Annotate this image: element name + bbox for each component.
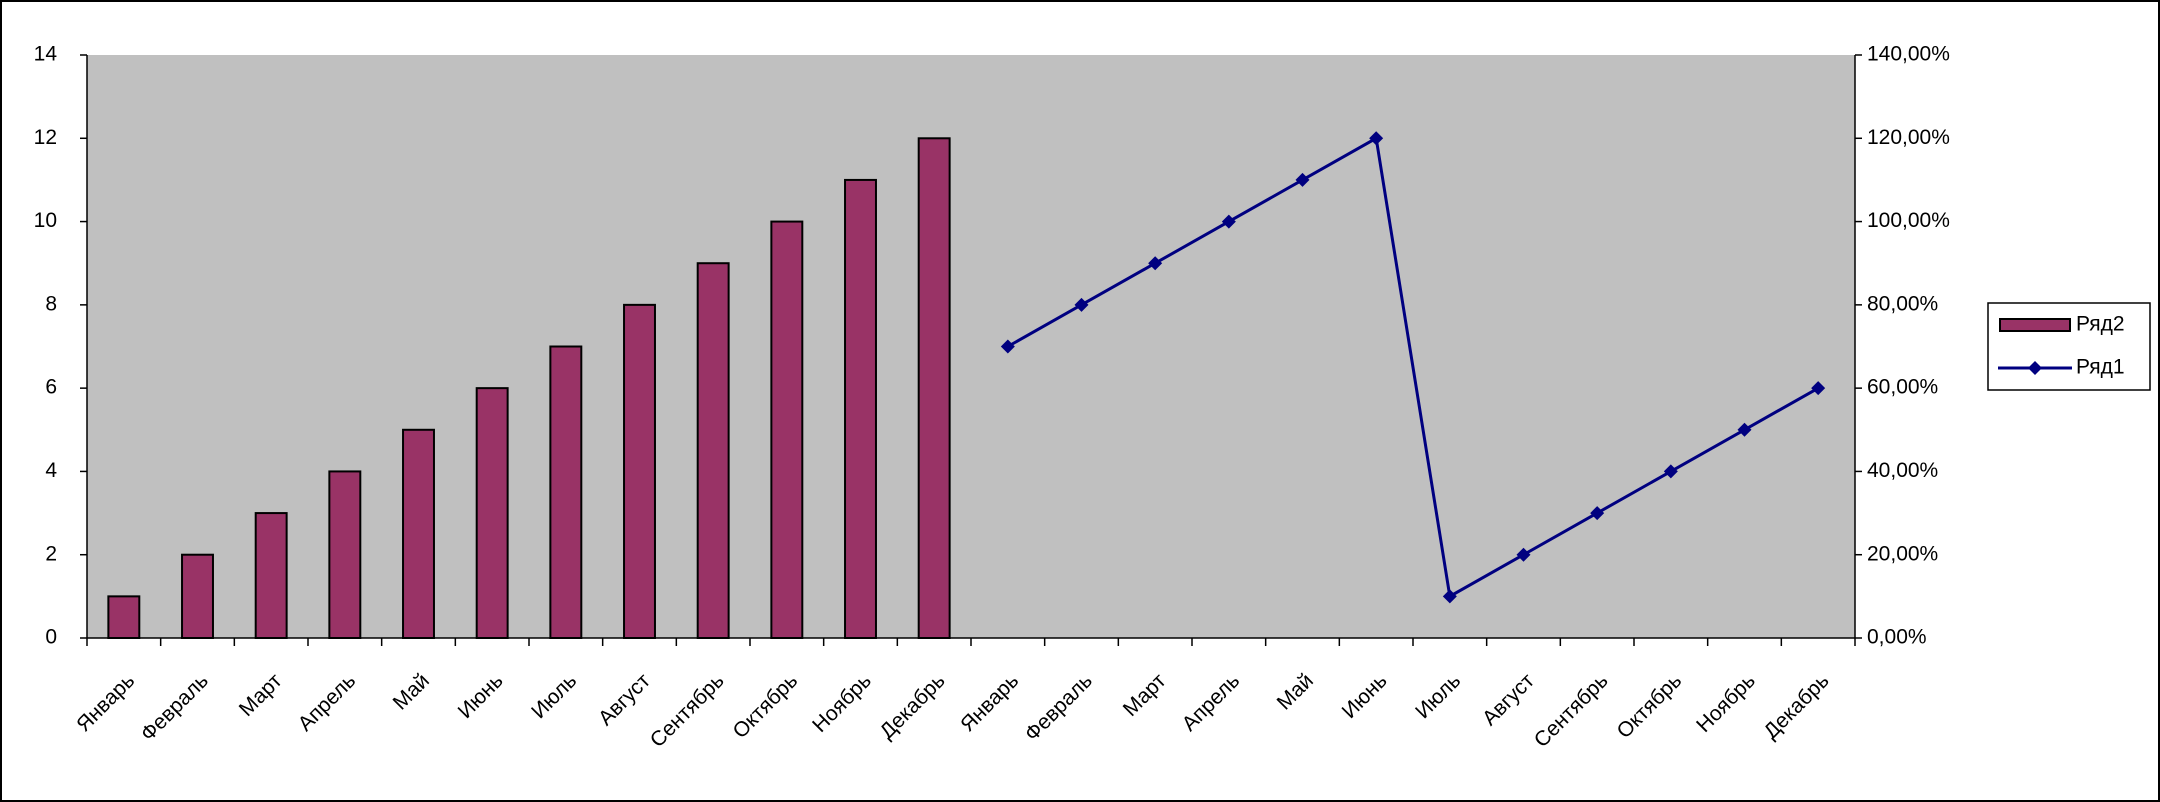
y2-tick-label: 60,00%	[1867, 376, 1938, 399]
y-tick-label: 12	[34, 126, 57, 149]
y2-tick-label: 120,00%	[1867, 126, 1950, 149]
y2-tick-label: 100,00%	[1867, 209, 1950, 232]
marker	[1663, 464, 1678, 479]
bar	[475, 387, 509, 639]
bar	[696, 262, 730, 639]
marker	[1369, 131, 1384, 146]
legend-box	[1987, 302, 2151, 391]
bar	[181, 553, 214, 640]
marker	[1811, 381, 1826, 396]
y-tick-label: 0	[45, 626, 57, 649]
plot-area	[87, 55, 1855, 638]
y2-tick-label: 0,00%	[1867, 626, 1927, 649]
y2-tick-label: 80,00%	[1867, 292, 1938, 315]
y2-tick-label: 20,00%	[1867, 542, 1938, 565]
y-tick-label: 4	[45, 459, 57, 482]
bar	[770, 220, 804, 639]
bar	[402, 428, 435, 639]
y-tick-label: 2	[45, 542, 57, 565]
marker	[1590, 506, 1605, 521]
marker	[1074, 297, 1089, 312]
bar	[254, 512, 288, 639]
y-tick-label: 14	[34, 43, 58, 66]
bar	[623, 303, 656, 639]
bar	[107, 595, 141, 639]
legend-label: Ряд2	[2076, 313, 2125, 336]
marker	[1000, 339, 1015, 354]
marker	[1737, 422, 1752, 437]
marker	[1221, 214, 1236, 229]
marker	[1442, 589, 1457, 604]
bar	[917, 137, 951, 640]
y2-tick-label: 140,00%	[1867, 43, 1950, 66]
legend-swatch	[1999, 318, 2071, 332]
y2-tick-label: 40,00%	[1867, 459, 1938, 482]
bar	[328, 470, 362, 639]
line	[1007, 135, 1819, 599]
y-tick-label: 8	[45, 292, 57, 315]
legend-marker	[2028, 361, 2042, 375]
marker	[1516, 547, 1531, 562]
legend-label: Ряд1	[2076, 356, 2125, 379]
y-tick-label: 10	[34, 209, 57, 232]
marker	[1295, 172, 1310, 187]
bar	[549, 345, 583, 639]
marker	[1148, 256, 1163, 271]
y-tick-label: 6	[45, 376, 57, 399]
bar	[844, 178, 877, 640]
